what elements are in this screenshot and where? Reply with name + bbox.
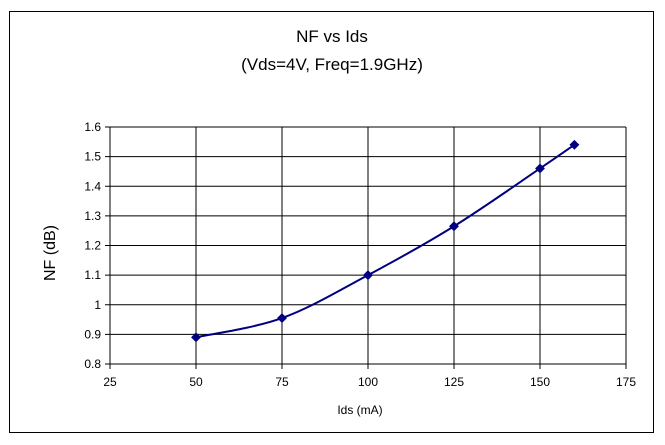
data-point-marker bbox=[569, 139, 580, 150]
x-tick-label: 125 bbox=[444, 375, 464, 389]
data-point-marker bbox=[449, 221, 459, 232]
chart-title: NF vs Ids bbox=[296, 27, 368, 46]
chart-subtitle: (Vds=4V, Freq=1.9GHz) bbox=[241, 55, 423, 74]
y-tick-label: 1.1 bbox=[84, 268, 101, 282]
data-point-marker bbox=[535, 163, 545, 174]
y-axis-title: NF (dB) bbox=[42, 225, 59, 281]
y-tick-label: 1 bbox=[94, 298, 101, 312]
data-point-marker bbox=[363, 270, 373, 281]
x-tick-label: 25 bbox=[103, 375, 117, 389]
series-layer bbox=[191, 139, 580, 343]
y-tick-label: 0.9 bbox=[84, 327, 101, 341]
y-tick-label: 1.2 bbox=[84, 239, 101, 253]
x-tick-labels: 25 50 75 100 125 150 175 bbox=[103, 375, 636, 389]
y-tick-labels: 0.8 0.9 1 1.1 1.2 1.3 1.4 1.5 1.6 bbox=[84, 120, 101, 371]
axes bbox=[105, 126, 627, 369]
x-tick-label: 100 bbox=[358, 375, 378, 389]
y-tick-label: 1.4 bbox=[84, 179, 101, 193]
chart-frame: NF vs Ids (Vds=4V, Freq=1.9GHz) 25 50 75 10… bbox=[9, 11, 654, 433]
nf-vs-ids-chart: NF vs Ids (Vds=4V, Freq=1.9GHz) 25 50 75 10… bbox=[42, 27, 636, 417]
y-tick-label: 1.6 bbox=[84, 120, 101, 134]
x-tick-label: 75 bbox=[275, 375, 289, 389]
x-tick-label: 150 bbox=[530, 375, 550, 389]
data-point-marker bbox=[191, 332, 201, 343]
y-tick-label: 0.8 bbox=[84, 357, 101, 371]
series-line bbox=[195, 143, 575, 339]
y-tick-label: 1.5 bbox=[84, 150, 101, 164]
grid-lines bbox=[109, 126, 627, 365]
y-tick-label: 1.3 bbox=[84, 209, 101, 223]
data-point-marker bbox=[277, 313, 287, 324]
x-axis-title: Ids (mA) bbox=[337, 403, 382, 417]
x-tick-label: 50 bbox=[189, 375, 203, 389]
x-tick-label: 175 bbox=[616, 375, 636, 389]
